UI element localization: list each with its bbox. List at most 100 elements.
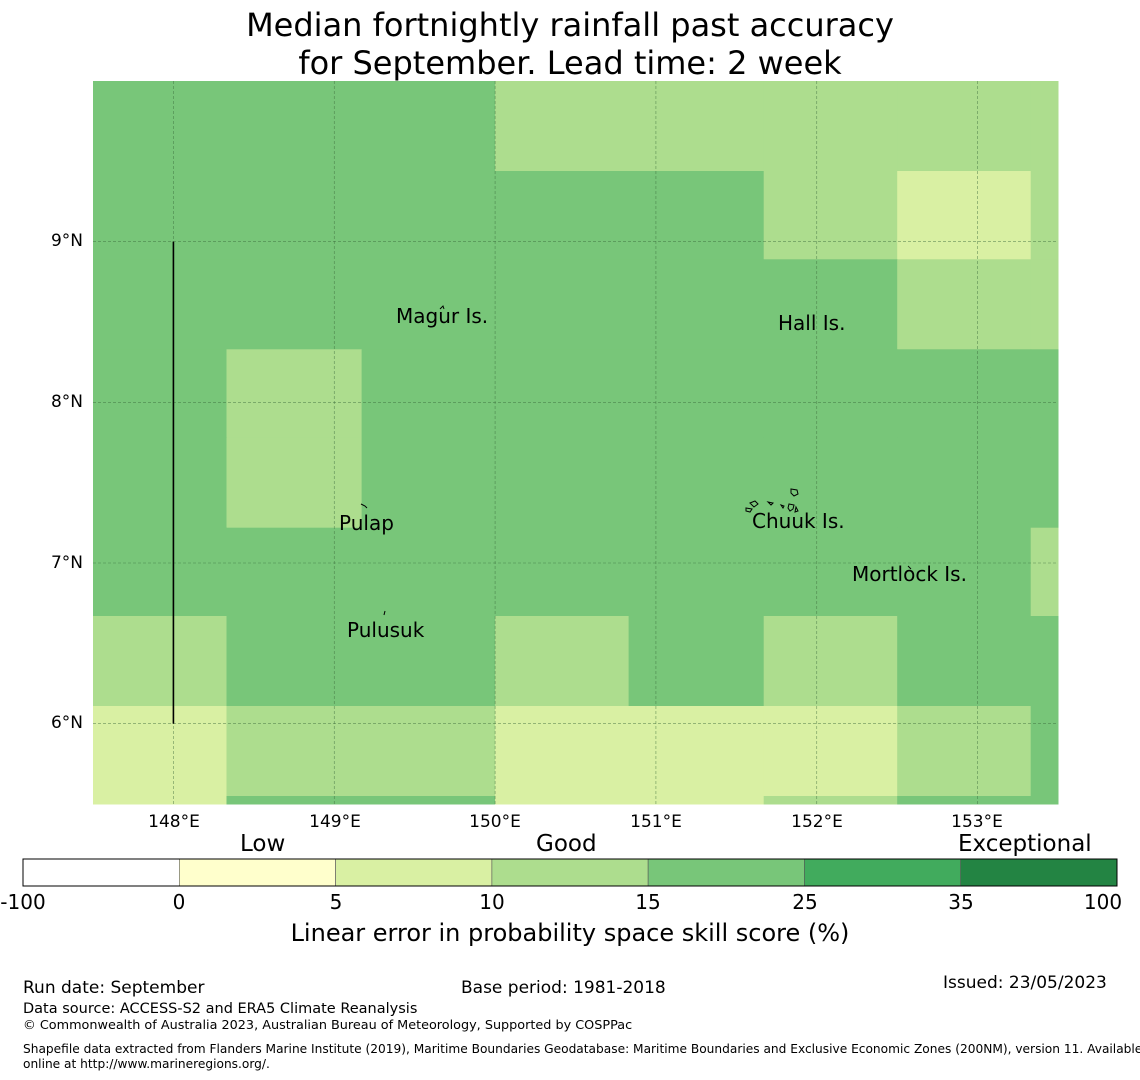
colorbar-tick-0: 0 <box>172 890 186 914</box>
skill-cell <box>628 437 765 529</box>
skill-cell <box>1030 171 1059 260</box>
lon-tick-149e: 149°E <box>309 812 361 832</box>
run-date: Run date: September <box>23 978 205 998</box>
skill-cell <box>1030 616 1059 707</box>
colorbar-tick-100: 100 <box>1083 890 1123 914</box>
colorbar-segment <box>647 858 805 887</box>
skill-cell <box>897 81 1032 172</box>
skill-cell <box>897 796 1032 805</box>
colorbar-segment <box>22 858 180 887</box>
skill-cell <box>897 437 1032 529</box>
colorbar-label: Linear error in probability space skill … <box>290 919 850 947</box>
skill-cell <box>897 706 1032 797</box>
island-outlines <box>360 305 912 616</box>
shapefile-credit-line2: online at http://www.marineregions.org/. <box>23 1057 270 1071</box>
graticule <box>93 81 1058 804</box>
skill-cell <box>1030 81 1059 172</box>
lat-tick-6n: 6°N <box>50 713 83 733</box>
colorbar-segment <box>179 858 336 887</box>
skill-cell <box>226 616 363 707</box>
skill-cell <box>361 81 496 172</box>
skill-cell <box>763 171 898 260</box>
colorbar-segment <box>335 858 493 887</box>
skill-cell <box>93 349 227 439</box>
skill-cell <box>226 706 363 797</box>
skill-cell <box>495 349 630 439</box>
lon-tick-153e: 153°E <box>951 812 1003 832</box>
mortlock-island-outline <box>907 565 912 570</box>
skill-cell <box>361 171 496 260</box>
colorbar-tick-5: 5 <box>329 890 343 914</box>
skill-cell <box>93 81 227 172</box>
skill-cell <box>897 171 1032 260</box>
base-period: Base period: 1981-2018 <box>461 978 666 998</box>
skill-cell <box>1030 437 1059 529</box>
pulap-island-outline <box>360 503 368 509</box>
skill-cell <box>361 259 496 350</box>
skill-cell <box>93 616 227 707</box>
skill-cell <box>763 81 898 172</box>
skill-cell <box>897 527 1032 617</box>
skill-cell <box>361 527 496 617</box>
lat-tick-7n: 7°N <box>50 553 83 573</box>
skill-cell <box>763 259 898 350</box>
skill-cell <box>763 706 898 797</box>
skill-cell <box>628 527 765 617</box>
skill-cell <box>763 349 898 439</box>
skill-cell <box>763 616 898 707</box>
colorbar-tick-minus100: -100 <box>0 890 46 914</box>
skill-cell <box>226 81 363 172</box>
skill-grid <box>93 81 1059 805</box>
skill-cell <box>495 259 630 350</box>
magur-island-outline <box>439 305 445 310</box>
skill-cell <box>93 437 227 529</box>
skill-cell <box>495 706 630 797</box>
skill-cell <box>226 796 363 805</box>
place-label-pulusuk: Pulusuk <box>347 618 425 642</box>
skill-cell <box>1030 349 1059 439</box>
skill-cell <box>628 796 765 805</box>
category-exceptional: Exceptional <box>958 831 1092 857</box>
map-title-line2: for September. Lead time: 2 week <box>298 44 842 82</box>
skill-cell <box>226 437 363 529</box>
skill-cell <box>361 796 496 805</box>
skill-cell <box>1030 527 1059 617</box>
skill-cell <box>93 259 227 350</box>
shapefile-credit-line1: Shapefile data extracted from Flanders M… <box>23 1042 1140 1056</box>
skill-cell <box>495 81 630 172</box>
skill-cell <box>628 349 765 439</box>
skill-cell <box>361 616 496 707</box>
place-label-hall: Hall Is. <box>778 311 846 335</box>
lon-tick-148e: 148°E <box>148 812 200 832</box>
colorbar-tick-10: 10 <box>479 890 505 914</box>
skill-cell <box>93 796 227 805</box>
skill-cell <box>495 437 630 529</box>
skill-cell <box>763 437 898 529</box>
lon-tick-152e: 152°E <box>791 812 843 832</box>
skill-cell <box>897 259 1032 350</box>
skill-cell <box>226 349 363 439</box>
skill-cell <box>897 616 1032 707</box>
skill-cell <box>495 796 630 805</box>
map-title-line1: Median fortnightly rainfall past accurac… <box>246 6 894 44</box>
skill-cell <box>628 616 765 707</box>
skill-cell <box>495 527 630 617</box>
lat-tick-9n: 9°N <box>50 231 83 251</box>
skill-cell <box>226 171 363 260</box>
category-low: Low <box>240 831 286 857</box>
skill-cell <box>361 349 496 439</box>
issued-date: Issued: 23/05/2023 <box>943 973 1107 993</box>
skill-cell <box>495 171 630 260</box>
skill-cell <box>628 171 765 260</box>
colorbar-segment <box>491 858 649 887</box>
skill-cell <box>93 171 227 260</box>
skill-cell <box>93 527 227 617</box>
place-label-chuuk: Chuuk Is. <box>752 509 845 533</box>
lon-tick-150e: 150°E <box>469 812 521 832</box>
lon-tick-151e: 151°E <box>630 812 682 832</box>
skill-cell <box>226 527 363 617</box>
colorbar-segment <box>804 858 962 887</box>
place-label-magur: Magur Is. <box>396 304 489 328</box>
skill-cell <box>628 81 765 172</box>
